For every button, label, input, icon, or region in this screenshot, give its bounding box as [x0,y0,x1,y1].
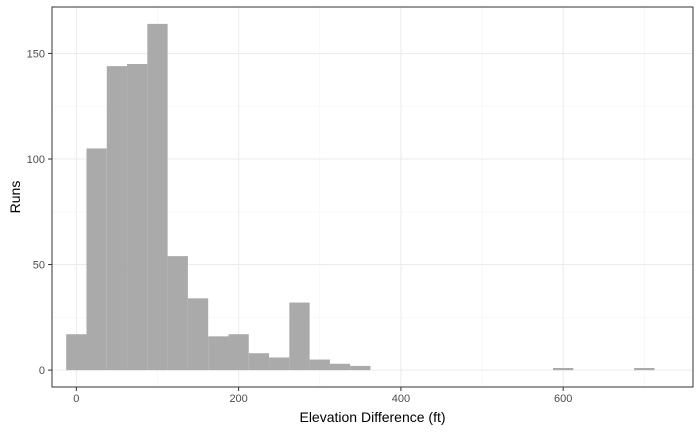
histogram-bar [269,357,290,371]
x-tick-label: 600 [554,393,572,405]
histogram-bar [228,334,249,371]
histogram-bar [289,302,310,371]
histogram-bar [167,256,188,371]
histogram-bar [553,368,574,371]
histogram-bar [106,66,128,371]
y-tick-label: 50 [33,260,45,272]
histogram-bar [329,363,351,371]
histogram-bar [208,336,229,371]
histogram-bar [350,365,371,371]
histogram-bar [127,64,148,371]
axis-ticks: 0 200 400 600 0 50 100 150 [27,48,573,405]
histogram-bar [634,368,655,371]
histogram-bar [147,23,168,371]
y-axis-title: Runs [7,181,23,214]
histogram-bar [248,353,270,371]
histogram-bars [66,23,655,371]
histogram-bar [309,359,330,371]
x-tick-label: 400 [392,393,410,405]
y-tick-label: 100 [27,154,45,166]
x-tick-label: 200 [229,393,247,405]
y-tick-label: 150 [27,48,45,60]
plot-panel-border [51,6,694,388]
histogram-bar [66,334,87,371]
x-tick-label: 0 [73,393,79,405]
histogram-bar [86,148,107,371]
y-tick-label: 0 [39,365,45,377]
histogram-bar [187,298,209,371]
x-axis-title: Elevation Difference (ft) [299,409,445,425]
